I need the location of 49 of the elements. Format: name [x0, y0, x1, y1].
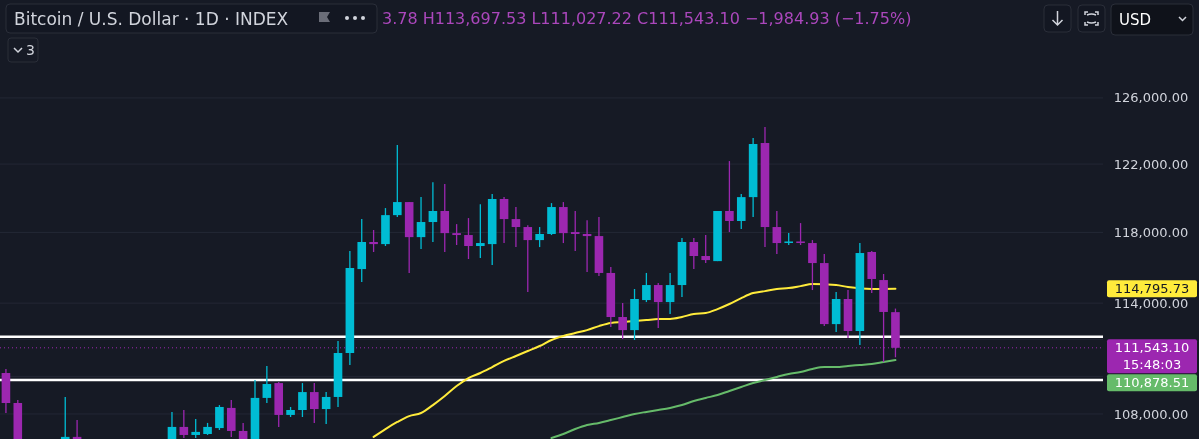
candlestick [772, 210, 782, 255]
line-series [372, 282, 897, 438]
candlestick [440, 183, 450, 253]
candlestick [511, 206, 521, 248]
candlestick [191, 418, 200, 439]
text: USD [1119, 11, 1152, 29]
text: 15:48:03 [1122, 357, 1182, 373]
candlestick [665, 272, 675, 315]
candlestick [464, 217, 473, 260]
candlestick [725, 160, 734, 233]
candlestick [653, 282, 663, 329]
candlestick [808, 239, 817, 291]
y-tick-label: 126,000.00 [1113, 90, 1189, 106]
candlestick [523, 224, 533, 293]
candlestick [262, 365, 272, 404]
candlestick [535, 226, 544, 248]
candlestick [179, 409, 189, 439]
candlestick [796, 222, 805, 246]
y-tick-label: 108,000.00 [1113, 406, 1189, 422]
candlestick [642, 272, 651, 303]
candlestick [393, 144, 402, 218]
ref-line-label: 111,543.10 [1114, 340, 1190, 356]
y-tick-label: 114,000.00 [1113, 295, 1189, 311]
annotation: 3 [26, 42, 35, 58]
candlestick [310, 382, 319, 424]
annotation: 3.78 H113,697.53 L111,027.22 C111,543.10 −1,984.93 (−1.75%) [382, 9, 912, 28]
candlestick [321, 391, 331, 425]
line-series [550, 359, 897, 439]
candlestick [167, 411, 177, 439]
y-tick-label: 118,000.00 [1113, 224, 1189, 240]
candlestick [570, 210, 580, 252]
candlestick [369, 229, 378, 253]
candlestick [452, 223, 461, 246]
candlestick [60, 396, 70, 439]
candlestick [476, 203, 485, 259]
candlestick [701, 234, 710, 264]
text: 110,878.51 [1114, 375, 1190, 391]
text: 114,795.73 [1114, 281, 1190, 297]
candlestick [226, 399, 236, 438]
candlestick [428, 181, 438, 243]
candlestick [689, 237, 699, 270]
candlestick [298, 382, 307, 418]
text: Bitcoin / U.S. Dollar · 1D · INDEX [14, 9, 289, 29]
candlestick [215, 404, 224, 431]
candlestick [736, 193, 746, 230]
candlestick [499, 196, 509, 244]
y-tick-label: 122,000.00 [1113, 156, 1189, 172]
candlestick [618, 302, 627, 340]
candlestick [416, 196, 426, 250]
